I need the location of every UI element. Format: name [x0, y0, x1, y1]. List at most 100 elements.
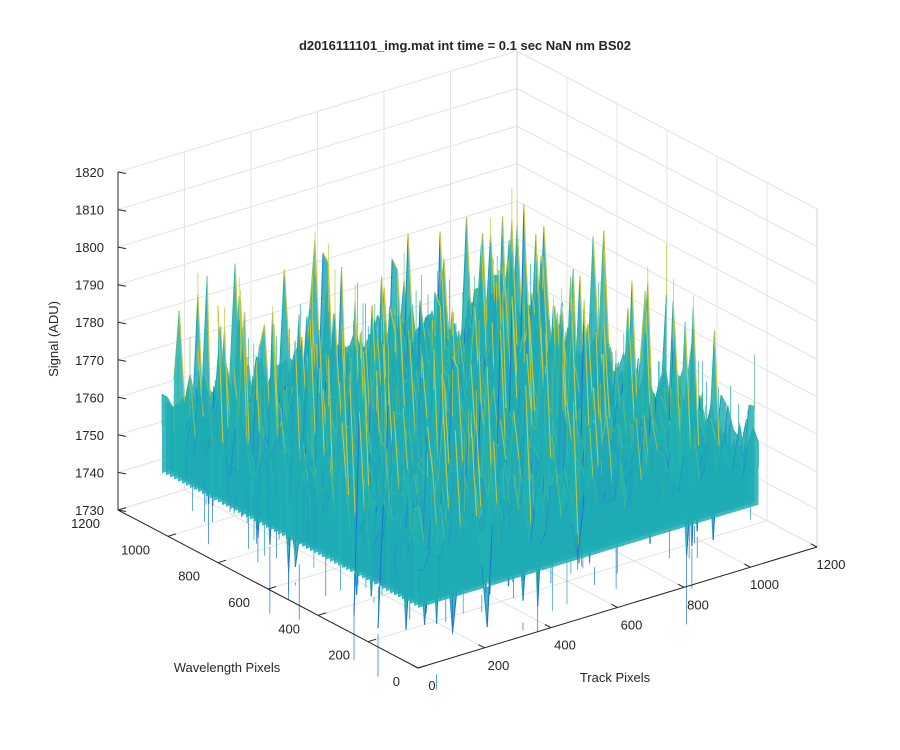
- surface-mesh-segment: [506, 220, 513, 319]
- surface-mesh-segment: [369, 452, 376, 464]
- surface-mesh-segment: [254, 426, 262, 472]
- surface-mesh-segment: [564, 276, 572, 412]
- surface-mesh-segment: [221, 442, 228, 452]
- surface-mesh-segment: [286, 387, 294, 420]
- surface-mesh-segment: [343, 345, 350, 350]
- surface-mesh-segment: [273, 449, 280, 461]
- surface-mesh-segment: [505, 407, 512, 415]
- surface-mesh-segment: [249, 444, 256, 472]
- surface-mesh-segment: [555, 304, 562, 421]
- surface-mesh-segment: [574, 364, 581, 396]
- surface-mesh-segment: [204, 374, 211, 397]
- surface-mesh-segment: [178, 310, 186, 404]
- surface-mesh-segment: [535, 342, 543, 430]
- surface-mesh-segment: [278, 389, 286, 407]
- surface-mesh-segment: [284, 447, 291, 455]
- surface-mesh-segment: [461, 408, 468, 420]
- surface-mesh-segment: [249, 394, 256, 398]
- surface-mesh-segment: [631, 281, 638, 412]
- surface-mesh-segment: [623, 329, 630, 419]
- surface-mesh-segment: [667, 301, 674, 433]
- side-wall-grid-line-z: [516, 163, 818, 323]
- surface-mesh-segment: [173, 310, 180, 381]
- surface-mesh-segment: [210, 405, 218, 429]
- surface-mesh-segment: [592, 236, 600, 342]
- surface-mesh-segment: [317, 481, 324, 494]
- surface-mesh-segment: [217, 305, 224, 457]
- surface-mesh-segment: [181, 412, 188, 445]
- surface-mesh-segment: [297, 445, 304, 486]
- surface-mesh-segment: [353, 412, 360, 616]
- surface-mesh-segment: [226, 445, 233, 452]
- surface-mesh-segment: [321, 491, 328, 514]
- surface-mesh-segment: [511, 220, 518, 351]
- surface-mesh-segment: [634, 363, 641, 427]
- surface-mesh-segment: [234, 345, 242, 429]
- back-wall-grid-line-z: [117, 50, 518, 173]
- surface-mesh-segment: [389, 306, 396, 332]
- surface-mesh-segment: [197, 350, 204, 418]
- surface-mesh-segment: [460, 217, 468, 346]
- surface-mesh-segment: [333, 382, 340, 490]
- surface-mesh-segment: [277, 458, 284, 468]
- floor-grid-line-y: [367, 520, 768, 643]
- surface-mesh-segment: [583, 302, 590, 442]
- surface-mesh-segment: [201, 435, 208, 454]
- surface-mesh-segment: [184, 374, 191, 404]
- surface-mesh-segment: [542, 256, 549, 361]
- surface-mesh-segment: [458, 330, 465, 374]
- signal-surface: [161, 187, 760, 690]
- surface-mesh-segment: [278, 269, 285, 382]
- surface-mesh-segment: [566, 318, 573, 417]
- surface-mesh-segment: [237, 327, 244, 421]
- surface-mesh-segment: [309, 319, 316, 435]
- surface-mesh-segment: [451, 356, 459, 368]
- surface-mesh-segment: [491, 434, 498, 440]
- surface-mesh-segment: [622, 308, 629, 413]
- surface-mesh-segment: [639, 291, 646, 364]
- surface-mesh-segment: [443, 344, 450, 358]
- surface-mesh-segment: [465, 362, 472, 368]
- surface-mesh-segment: [398, 302, 405, 406]
- surface-mesh-segment: [597, 230, 605, 342]
- surface-mesh-segment: [425, 313, 432, 319]
- surface-mesh-segment: [655, 396, 662, 416]
- surface-mesh-segment: [426, 319, 433, 399]
- surface-mesh-segment: [409, 461, 416, 487]
- surface-mesh-segment: [377, 497, 384, 507]
- surface-mesh-segment: [396, 412, 402, 415]
- surface-mesh-segment: [370, 371, 378, 462]
- surface-row: [298, 275, 639, 545]
- surface-mesh-segment: [371, 338, 379, 390]
- surface-mesh-segment: [547, 306, 554, 402]
- surface-mesh-segment: [397, 476, 404, 496]
- side-wall-grid-line-z: [516, 125, 818, 285]
- surface-mesh-segment: [337, 356, 344, 503]
- surface-mesh-segment: [644, 291, 652, 427]
- surface-mesh-segment: [322, 252, 329, 263]
- back-wall-grid-line-z: [117, 200, 518, 323]
- surface-mesh-segment: [511, 301, 518, 412]
- surface-mesh-segment: [457, 367, 464, 466]
- side-wall-grid-line-z: [516, 88, 818, 248]
- side-wall-grid-line-z: [516, 275, 818, 435]
- surface-mesh-segment: [189, 374, 196, 399]
- surface-mesh-segment: [480, 244, 488, 359]
- surface-mesh-segment: [304, 319, 311, 454]
- surface-mesh-segment: [391, 258, 398, 271]
- surface-mesh-segment: [289, 350, 296, 374]
- surface-mesh-segment: [417, 463, 424, 475]
- surface-mesh-segment: [263, 324, 271, 413]
- surface-mesh-segment: [276, 363, 282, 367]
- surface-mesh-segment: [258, 324, 266, 349]
- surface-mesh-segment: [486, 256, 493, 339]
- surface-mesh-segment: [402, 476, 410, 493]
- surface-mesh-segment: [492, 270, 500, 412]
- surface-mesh-segment: [434, 291, 441, 307]
- surface-mesh-segment: [270, 426, 278, 450]
- surface-mesh-segment: [530, 423, 537, 431]
- surface-mesh-segment: [202, 405, 210, 418]
- surface-mesh-segment: [499, 329, 507, 449]
- surface-mesh-segment: [448, 462, 455, 469]
